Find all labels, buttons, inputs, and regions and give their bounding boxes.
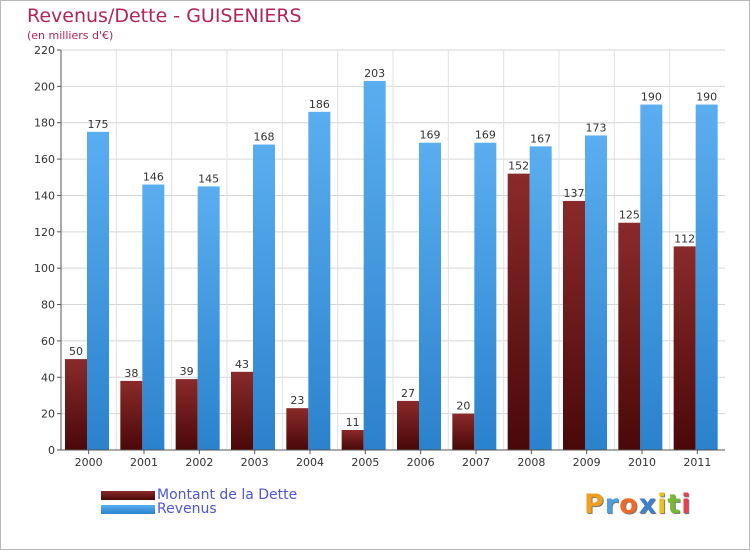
bar-dette (175, 379, 198, 450)
y-tick-label: 120 (34, 226, 55, 239)
bar-revenus (363, 80, 386, 450)
x-tick-label: 2007 (462, 456, 490, 469)
bar-revenus (142, 184, 165, 450)
bar-revenus-label: 190 (696, 91, 717, 104)
y-tick-label: 0 (48, 444, 55, 457)
bar-revenus-label: 186 (309, 98, 330, 111)
x-tick-label: 2003 (241, 456, 269, 469)
bar-revenus (585, 135, 607, 451)
y-tick-label: 200 (34, 80, 55, 93)
bar-dette (673, 246, 696, 450)
logo-letter: x (638, 489, 658, 520)
bar-dette-label: 137 (564, 187, 585, 200)
logo-letter: i (657, 489, 668, 520)
bar-revenus (695, 104, 718, 450)
y-tick-label: 20 (41, 408, 55, 421)
bar-revenus-label: 203 (364, 67, 385, 80)
legend-swatch-revenus (101, 504, 155, 514)
y-tick-label: 140 (34, 189, 55, 202)
bar-dette (65, 359, 87, 450)
legend-item-revenus: Revenus (101, 501, 217, 517)
logo-letter: i (681, 489, 692, 520)
bar-revenus (474, 142, 497, 450)
bar-dette-label: 152 (508, 160, 529, 173)
bar-dette-label: 39 (180, 365, 194, 378)
legend-swatch-dette (101, 490, 155, 500)
legend-label-revenus: Revenus (157, 501, 217, 517)
y-tick-label: 60 (41, 335, 55, 348)
y-tick-label: 220 (34, 44, 55, 57)
bar-dette-label: 27 (401, 387, 415, 400)
logo-letter: r (604, 489, 620, 520)
x-tick-label: 2005 (351, 456, 379, 469)
bar-revenus (197, 186, 220, 450)
y-tick-label: 40 (41, 371, 55, 384)
x-tick-label: 2008 (517, 456, 545, 469)
bar-revenus-label: 167 (530, 132, 551, 145)
bar-revenus (529, 146, 552, 450)
y-tick-label: 160 (34, 153, 55, 166)
x-tick-label: 2001 (130, 456, 158, 469)
bar-dette-label: 38 (124, 367, 138, 380)
bar-dette (618, 222, 641, 450)
y-tick-label: 80 (41, 299, 55, 312)
bar-revenus (640, 104, 663, 450)
bar-dette (341, 430, 364, 450)
bars-group: 50 175 38 146 39 145 43 168 23 186 11 203 27 169 20 169… (65, 67, 718, 451)
chart-title: Revenus/Dette - GUISENIERS (27, 5, 302, 27)
bar-revenus-label: 173 (586, 121, 607, 134)
bar-dette-label: 11 (346, 416, 360, 429)
logo-letter: t (667, 489, 682, 520)
x-tick-label: 2002 (185, 456, 213, 469)
bar-dette (563, 200, 585, 450)
bar-revenus (253, 144, 275, 450)
chart-subtitle: (en milliers d'€) (27, 29, 114, 42)
bar-revenus-label: 169 (475, 129, 496, 142)
bar-dette-label: 43 (235, 358, 249, 371)
x-tick-label: 2011 (683, 456, 711, 469)
bar-dette-label: 125 (619, 209, 640, 222)
bar-dette-label: 20 (456, 400, 470, 413)
bar-revenus-label: 145 (198, 172, 219, 185)
bar-dette-label: 112 (674, 232, 695, 245)
bar-dette (507, 173, 530, 451)
bar-dette (397, 400, 419, 450)
x-tick-label: 2009 (573, 456, 601, 469)
bar-revenus (419, 142, 441, 450)
proxiti-logo: Proxiti (584, 489, 692, 520)
grid-lines (61, 49, 725, 450)
bar-dette-label: 50 (69, 345, 83, 358)
x-tick-label: 2004 (296, 456, 324, 469)
x-tick-label: 2006 (407, 456, 435, 469)
bar-dette (452, 413, 475, 450)
y-tick-label: 100 (34, 262, 55, 275)
x-tick-label: 2000 (75, 456, 103, 469)
logo-letter: P (584, 489, 605, 520)
bar-dette (231, 371, 253, 450)
bar-revenus-label: 190 (641, 91, 662, 104)
legend-item-dette: Montant de la Dette (101, 487, 298, 503)
bar-revenus-label: 175 (88, 118, 109, 131)
logo-letter: o (619, 489, 639, 520)
bar-revenus (308, 111, 331, 451)
bar-revenus (87, 131, 109, 450)
bar-revenus-label: 169 (420, 129, 441, 142)
y-tick-label: 180 (34, 117, 55, 130)
bar-dette-label: 23 (290, 394, 304, 407)
bar-revenus-label: 168 (254, 131, 275, 144)
bar-dette (286, 408, 309, 450)
legend-label-dette: Montant de la Dette (157, 487, 298, 503)
x-tick-label: 2010 (628, 456, 656, 469)
bar-dette (120, 380, 143, 450)
bar-revenus-label: 146 (143, 171, 164, 184)
